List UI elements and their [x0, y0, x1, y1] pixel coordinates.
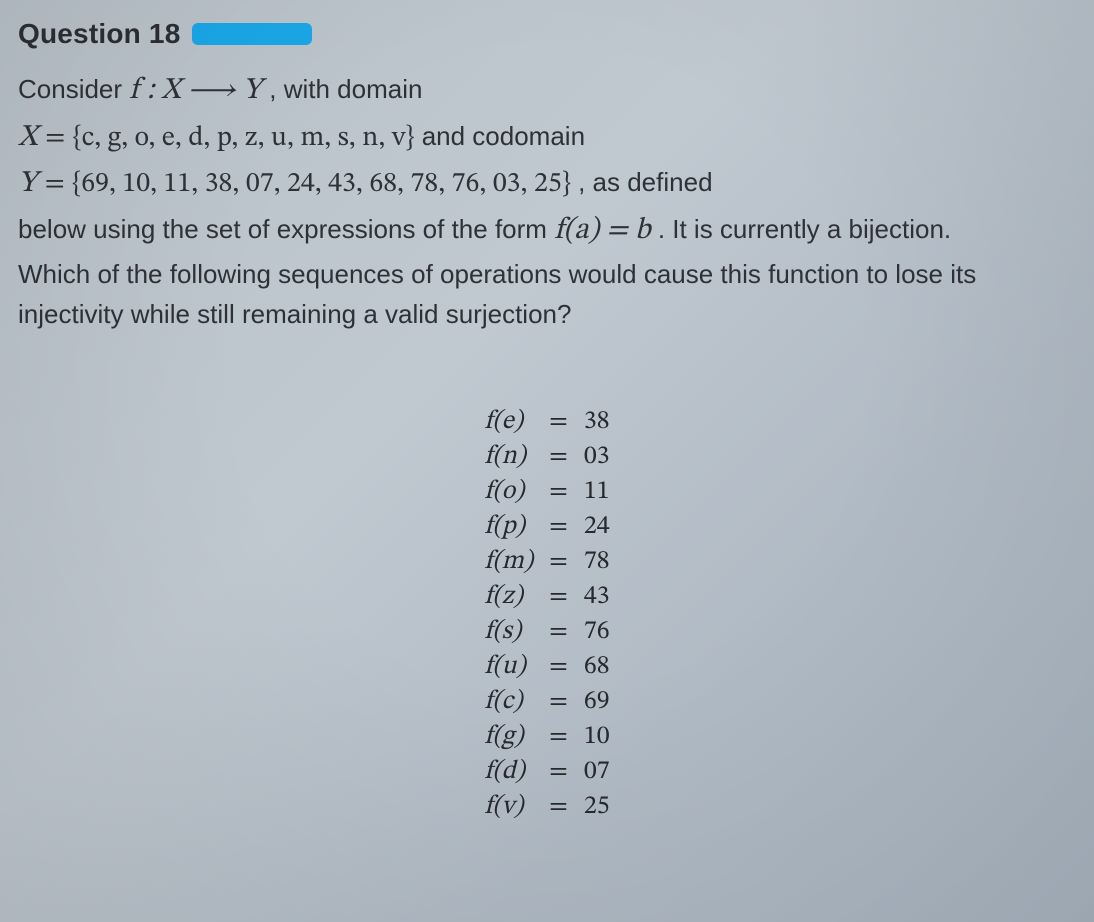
highlight-marker	[192, 23, 312, 45]
mapping-eq: =	[539, 475, 578, 510]
mapping-func: f(p)	[478, 510, 539, 545]
text-and-codomain: and codomain	[422, 121, 585, 151]
text-with-domain: , with domain	[269, 74, 422, 104]
mapping-func: f(c)	[478, 685, 539, 720]
mapping-value: 68	[578, 650, 616, 685]
math-X: X	[18, 123, 38, 153]
mapping-value: 11	[578, 475, 616, 510]
mapping-eq: =	[539, 755, 578, 790]
mapping-func: f(s)	[478, 615, 539, 650]
mapping-eq: =	[539, 650, 578, 685]
prompt-line-4: below using the set of expressions of th…	[18, 208, 1076, 255]
mapping-func: f(u)	[478, 650, 539, 685]
math-X-set: {c, g, o, e, d, p, z, u, m, s, n, v}	[73, 124, 415, 152]
mapping-func: f(o)	[478, 475, 539, 510]
mapping-row: f(u)=68	[478, 650, 615, 685]
mapping-row: f(z)=43	[478, 580, 615, 615]
mapping-value: 03	[578, 440, 616, 475]
mapping-eq: =	[539, 790, 578, 825]
text-bijection: . It is currently a bijection.	[658, 214, 951, 244]
math-f-x-y: f : X ⟶ Y	[129, 76, 262, 106]
function-table: f(e)=38f(n)=03f(o)=11f(p)=24f(m)=78f(z)=…	[478, 405, 615, 825]
text-consider: Consider	[18, 74, 129, 104]
mapping-row: f(c)=69	[478, 685, 615, 720]
mapping-value: 76	[578, 615, 616, 650]
mapping-eq: =	[539, 510, 578, 545]
mapping-eq: =	[539, 545, 578, 580]
text-below-using: below using the set of expressions of th…	[18, 214, 554, 244]
mapping-func: f(m)	[478, 545, 539, 580]
math-fa-eq-b: f(a) = b	[554, 216, 650, 246]
math-eq-1: =	[45, 124, 65, 152]
question-page: Question 18 Consider f : X ⟶ Y , with do…	[0, 0, 1094, 825]
mapping-eq: =	[539, 580, 578, 615]
mapping-value: 25	[578, 790, 616, 825]
math-eq-2: =	[45, 170, 65, 198]
text-as-defined: , as defined	[578, 167, 712, 197]
prompt-line-1: Consider f : X ⟶ Y , with domain	[18, 68, 1076, 115]
mapping-value: 78	[578, 545, 616, 580]
mapping-eq: =	[539, 720, 578, 755]
mapping-row: f(g)=10	[478, 720, 615, 755]
mapping-value: 24	[578, 510, 616, 545]
mapping-row: f(d)=07	[478, 755, 615, 790]
mapping-eq: =	[539, 440, 578, 475]
mapping-value: 07	[578, 755, 616, 790]
mapping-value: 69	[578, 685, 616, 720]
question-prompt: Consider f : X ⟶ Y , with domain X = {c,…	[18, 68, 1076, 335]
math-Y: Y	[18, 169, 37, 199]
mapping-value: 10	[578, 720, 616, 755]
mapping-row: f(o)=11	[478, 475, 615, 510]
mapping-func: f(e)	[478, 405, 539, 440]
mapping-eq: =	[539, 405, 578, 440]
mapping-row: f(p)=24	[478, 510, 615, 545]
prompt-line-6: injectivity while still remaining a vali…	[18, 294, 1076, 334]
mapping-row: f(s)=76	[478, 615, 615, 650]
mapping-row: f(m)=78	[478, 545, 615, 580]
mapping-row: f(e)=38	[478, 405, 615, 440]
function-table-body: f(e)=38f(n)=03f(o)=11f(p)=24f(m)=78f(z)=…	[478, 405, 615, 825]
prompt-line-5: Which of the following sequences of oper…	[18, 254, 1076, 294]
mapping-value: 43	[578, 580, 616, 615]
mapping-func: f(d)	[478, 755, 539, 790]
function-definition-block: f(e)=38f(n)=03f(o)=11f(p)=24f(m)=78f(z)=…	[18, 405, 1076, 825]
mapping-func: f(g)	[478, 720, 539, 755]
mapping-eq: =	[539, 615, 578, 650]
math-Y-set: {69, 10, 11, 38, 07, 24, 43, 68, 78, 76,…	[72, 170, 571, 198]
question-number: Question 18	[18, 18, 180, 50]
mapping-row: f(v)=25	[478, 790, 615, 825]
mapping-eq: =	[539, 685, 578, 720]
mapping-value: 38	[578, 405, 616, 440]
mapping-row: f(n)=03	[478, 440, 615, 475]
mapping-func: f(v)	[478, 790, 539, 825]
mapping-func: f(n)	[478, 440, 539, 475]
mapping-func: f(z)	[478, 580, 539, 615]
question-header: Question 18	[18, 18, 1076, 50]
prompt-line-3: Y = {69, 10, 11, 38, 07, 24, 43, 68, 78,…	[18, 161, 1076, 208]
prompt-line-2: X = {c, g, o, e, d, p, z, u, m, s, n, v}…	[18, 115, 1076, 162]
